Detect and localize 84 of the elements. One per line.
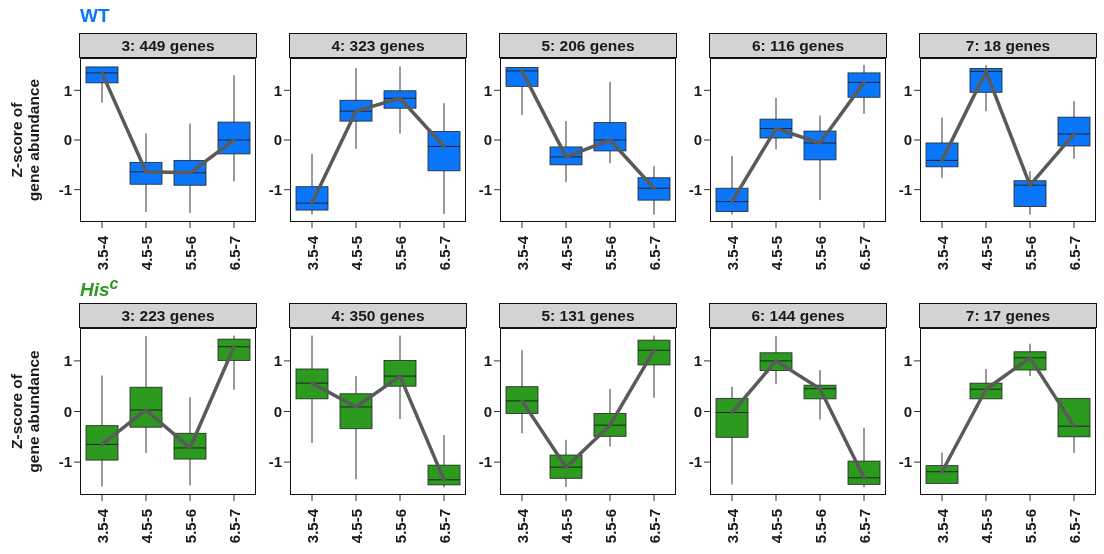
- x-tick-label: 6.5-7: [1065, 236, 1083, 271]
- y-tick-label: 1: [903, 352, 912, 370]
- y-tick-label: 1: [693, 352, 702, 370]
- chart-title: 6: 116 genes: [709, 33, 887, 58]
- chart-title: 3: 223 genes: [79, 303, 257, 328]
- y-tick-label: -1: [58, 453, 72, 471]
- y-tick-label: 1: [903, 81, 912, 99]
- y-tick-label: 0: [63, 131, 72, 149]
- y-axis-title: Z-score of gene abundance: [7, 78, 42, 202]
- x-tick-label: 4.5-5: [137, 509, 155, 544]
- x-tick-label: 5.5-6: [391, 236, 409, 271]
- x-tick-label: 3.5-4: [933, 235, 951, 271]
- chart-title: 5: 206 genes: [499, 33, 677, 58]
- y-tick-label: 1: [483, 352, 492, 370]
- x-tick-label: 4.5-5: [977, 236, 995, 271]
- y-tick-label: -1: [478, 181, 492, 199]
- x-tick-label: 6.5-7: [855, 509, 873, 544]
- y-tick-label: 0: [483, 131, 492, 149]
- x-tick-label: 4.5-5: [557, 509, 575, 544]
- y-tick-label: -1: [898, 453, 912, 471]
- x-tick-label: 4.5-5: [767, 236, 785, 271]
- chart-title: 7: 18 genes: [919, 33, 1097, 58]
- text: WT: [80, 5, 110, 27]
- x-tick-label: 3.5-4: [303, 235, 321, 271]
- y-tick-label: 0: [693, 402, 702, 420]
- x-tick-label: 3.5-4: [723, 235, 741, 271]
- y-tick-label: 1: [63, 81, 72, 99]
- chart-title: 3: 449 genes: [79, 33, 257, 58]
- y-axis-title: Z-score of gene abundance: [7, 349, 42, 473]
- y-tick-label: 0: [273, 131, 282, 149]
- x-tick-label: 4.5-5: [557, 236, 575, 271]
- x-tick-label: 6.5-7: [435, 236, 453, 271]
- y-tick-label: 1: [63, 352, 72, 370]
- x-tick-label: 6.5-7: [435, 509, 453, 544]
- x-tick-label: 4.5-5: [137, 236, 155, 271]
- chart-title: 4: 350 genes: [289, 303, 467, 328]
- x-tick-label: 3.5-4: [513, 235, 531, 271]
- y-tick-label: 0: [63, 402, 72, 420]
- x-tick-label: 5.5-6: [1021, 509, 1039, 544]
- chart-title: 6: 144 genes: [709, 303, 887, 328]
- y-tick-label: -1: [688, 453, 702, 471]
- chart-title: 4: 323 genes: [289, 33, 467, 58]
- x-tick-label: 5.5-6: [1021, 236, 1039, 271]
- x-tick-label: 6.5-7: [225, 236, 243, 271]
- y-tick-label: 0: [273, 402, 282, 420]
- y-tick-label: 0: [693, 131, 702, 149]
- y-tick-label: 0: [483, 402, 492, 420]
- chart-title: 7: 17 genes: [919, 303, 1097, 328]
- x-tick-label: 3.5-4: [933, 508, 951, 544]
- y-tick-label: 1: [273, 81, 282, 99]
- y-tick-label: 1: [693, 81, 702, 99]
- x-tick-label: 6.5-7: [855, 236, 873, 271]
- x-tick-label: 3.5-4: [303, 508, 321, 544]
- x-tick-label: 3.5-4: [723, 508, 741, 544]
- x-tick-label: 5.5-6: [601, 236, 619, 271]
- x-tick-label: 3.5-4: [93, 508, 111, 544]
- x-tick-label: 3.5-4: [93, 235, 111, 271]
- y-tick-label: 1: [483, 81, 492, 99]
- x-tick-label: 5.5-6: [391, 509, 409, 544]
- x-tick-label: 5.5-6: [181, 236, 199, 271]
- x-tick-label: 5.5-6: [811, 236, 829, 271]
- x-tick-label: 4.5-5: [977, 509, 995, 544]
- x-tick-label: 5.5-6: [601, 509, 619, 544]
- x-tick-label: 5.5-6: [181, 509, 199, 544]
- x-tick-label: 4.5-5: [767, 509, 785, 544]
- x-tick-label: 6.5-7: [225, 509, 243, 544]
- x-tick-label: 3.5-4: [513, 508, 531, 544]
- y-tick-label: -1: [268, 453, 282, 471]
- y-tick-label: -1: [268, 181, 282, 199]
- text: His$^{c}$: [80, 275, 119, 302]
- x-tick-label: 6.5-7: [645, 236, 663, 271]
- y-tick-label: 1: [273, 352, 282, 370]
- x-tick-label: 5.5-6: [811, 509, 829, 544]
- y-tick-label: 0: [903, 402, 912, 420]
- x-tick-label: 6.5-7: [1065, 509, 1083, 544]
- x-tick-label: 6.5-7: [645, 509, 663, 544]
- chart-title: 5: 131 genes: [499, 303, 677, 328]
- x-tick-label: 4.5-5: [347, 509, 365, 544]
- y-tick-label: -1: [898, 181, 912, 199]
- y-tick-label: -1: [478, 453, 492, 471]
- y-tick-label: -1: [58, 181, 72, 199]
- x-tick-label: 4.5-5: [347, 236, 365, 271]
- y-tick-label: 0: [903, 131, 912, 149]
- y-tick-label: -1: [688, 181, 702, 199]
